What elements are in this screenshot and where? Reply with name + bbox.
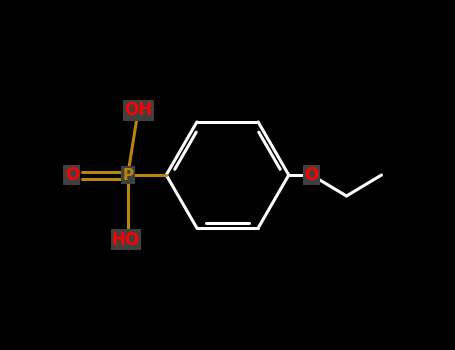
Text: P: P [122, 168, 133, 182]
Text: OH: OH [124, 101, 152, 119]
Text: HO: HO [112, 231, 140, 249]
Text: O: O [65, 166, 79, 184]
Text: O: O [304, 166, 318, 184]
